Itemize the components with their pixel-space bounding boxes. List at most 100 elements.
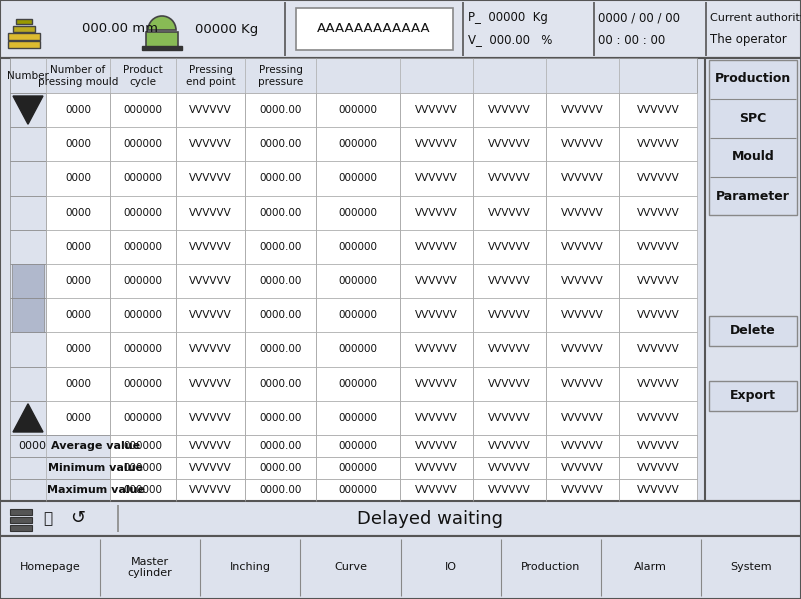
- Bar: [10, 517, 32, 523]
- Text: Minimum value: Minimum value: [49, 463, 143, 473]
- Bar: [619, 127, 697, 161]
- Text: VVVVVV: VVVVVV: [562, 208, 604, 217]
- Text: ✋: ✋: [43, 511, 53, 526]
- Bar: [110, 230, 176, 264]
- Bar: [110, 367, 176, 401]
- Bar: [10, 161, 46, 196]
- Text: VVVVVV: VVVVVV: [488, 140, 531, 149]
- Text: VVVVVV: VVVVVV: [488, 413, 531, 423]
- Bar: [10, 525, 32, 531]
- Bar: [400, 367, 473, 401]
- Bar: [110, 93, 176, 127]
- Bar: [245, 401, 316, 435]
- Text: Parameter: Parameter: [716, 189, 790, 202]
- Bar: [245, 457, 316, 479]
- Bar: [0, 58, 801, 501]
- Text: 0000: 0000: [65, 379, 91, 389]
- Bar: [619, 332, 697, 367]
- Text: 000000: 000000: [123, 276, 163, 286]
- Bar: [473, 230, 546, 264]
- Bar: [12, 264, 44, 298]
- Bar: [316, 332, 400, 367]
- Text: P_  00000  Kg: P_ 00000 Kg: [468, 11, 548, 25]
- Text: 000000: 000000: [339, 413, 377, 423]
- Bar: [619, 196, 697, 230]
- Bar: [316, 479, 400, 501]
- Text: VVVVVV: VVVVVV: [415, 276, 458, 286]
- Bar: [400, 298, 473, 332]
- Bar: [709, 381, 797, 411]
- Bar: [0, 536, 801, 599]
- Text: VVVVVV: VVVVVV: [488, 344, 531, 355]
- Bar: [10, 509, 32, 515]
- Bar: [245, 93, 316, 127]
- Text: VVVVVV: VVVVVV: [562, 344, 604, 355]
- Text: 000000: 000000: [123, 310, 163, 320]
- Text: 0000: 0000: [65, 140, 91, 149]
- Text: 000000: 000000: [339, 485, 377, 495]
- Bar: [316, 161, 400, 196]
- Text: VVVVVV: VVVVVV: [189, 413, 231, 423]
- Text: 0000: 0000: [18, 441, 46, 451]
- Bar: [546, 401, 619, 435]
- Bar: [316, 127, 400, 161]
- Text: 0000.00: 0000.00: [260, 174, 302, 183]
- Bar: [316, 435, 400, 457]
- Text: 000000: 000000: [339, 344, 377, 355]
- Text: ↺: ↺: [70, 510, 86, 528]
- Bar: [8, 41, 40, 48]
- Text: 000000: 000000: [123, 485, 163, 495]
- Bar: [176, 367, 245, 401]
- Bar: [400, 196, 473, 230]
- Text: 000000: 000000: [123, 242, 163, 252]
- Text: VVVVVV: VVVVVV: [637, 463, 679, 473]
- Bar: [10, 264, 46, 298]
- Bar: [546, 298, 619, 332]
- Text: 0000.00: 0000.00: [260, 441, 302, 451]
- Text: VVVVVV: VVVVVV: [562, 276, 604, 286]
- Text: Number: Number: [7, 71, 49, 81]
- Text: 0000.00: 0000.00: [260, 140, 302, 149]
- Bar: [110, 264, 176, 298]
- Bar: [245, 264, 316, 298]
- Text: VVVVVV: VVVVVV: [415, 242, 458, 252]
- Text: VVVVVV: VVVVVV: [189, 140, 231, 149]
- Bar: [316, 196, 400, 230]
- Text: Production: Production: [714, 72, 791, 86]
- Text: 000000: 000000: [339, 174, 377, 183]
- Bar: [316, 367, 400, 401]
- Bar: [176, 196, 245, 230]
- Bar: [46, 298, 110, 332]
- Text: Export: Export: [730, 389, 776, 403]
- Bar: [546, 264, 619, 298]
- Bar: [176, 230, 245, 264]
- Bar: [546, 367, 619, 401]
- Text: Current authority:: Current authority:: [710, 13, 801, 23]
- Bar: [473, 332, 546, 367]
- Bar: [619, 479, 697, 501]
- Text: 0000.00: 0000.00: [260, 485, 302, 495]
- Text: VVVVVV: VVVVVV: [488, 463, 531, 473]
- Bar: [473, 435, 546, 457]
- Text: 000000: 000000: [123, 463, 163, 473]
- Text: 000000: 000000: [123, 174, 163, 183]
- Text: 000000: 000000: [339, 276, 377, 286]
- Text: VVVVVV: VVVVVV: [488, 174, 531, 183]
- Text: Maximum value: Maximum value: [47, 485, 145, 495]
- Bar: [709, 316, 797, 346]
- Polygon shape: [13, 404, 43, 432]
- Bar: [546, 230, 619, 264]
- Bar: [110, 298, 176, 332]
- Text: 000000: 000000: [339, 242, 377, 252]
- Text: VVVVVV: VVVVVV: [415, 463, 458, 473]
- Text: VVVVVV: VVVVVV: [189, 463, 231, 473]
- Bar: [546, 457, 619, 479]
- Text: VVVVVV: VVVVVV: [488, 485, 531, 495]
- Text: VVVVVV: VVVVVV: [637, 485, 679, 495]
- Bar: [8, 33, 40, 40]
- Bar: [245, 298, 316, 332]
- Bar: [709, 60, 797, 215]
- Bar: [10, 196, 46, 230]
- Bar: [619, 401, 697, 435]
- Bar: [546, 435, 619, 457]
